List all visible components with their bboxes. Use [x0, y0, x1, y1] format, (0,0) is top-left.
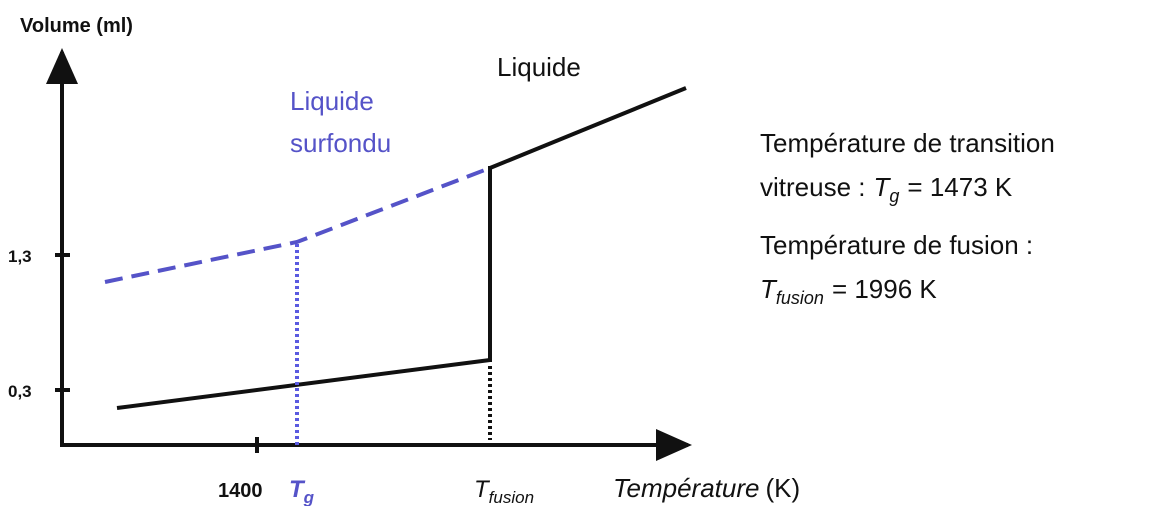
- note-value: = 1996 K: [832, 274, 937, 304]
- supercooled-label: Liquide: [290, 86, 374, 116]
- y-title: Volume (ml): [20, 15, 133, 37]
- x-title-name: Température: [613, 473, 759, 503]
- note-line: Température de fusion :: [760, 230, 1033, 260]
- note-line: Température de transition: [760, 128, 1055, 158]
- symbol: T: [874, 172, 892, 202]
- note-line: Tfusion = 1996 K: [760, 274, 937, 308]
- subscript: fusion: [489, 488, 534, 506]
- tfusion-symbol: Tfusion: [474, 476, 534, 506]
- subscript: g: [889, 186, 899, 206]
- symbol: T: [289, 476, 306, 503]
- x-title-unit: (K): [765, 473, 800, 503]
- supercooled-line: [104, 166, 491, 284]
- liquid-label: Liquide: [497, 52, 581, 82]
- y-tick-label: 0,3: [8, 382, 32, 401]
- symbol: T: [474, 476, 491, 503]
- y-tick-label: 1,3: [8, 247, 32, 266]
- x-title: Température (K): [613, 473, 800, 503]
- liquid-line: [489, 86, 687, 170]
- tg-symbol: Tg: [289, 476, 315, 506]
- subscript: fusion: [776, 288, 824, 308]
- note-value: = 1473 K: [907, 172, 1012, 202]
- solid-line: [116, 358, 491, 410]
- symbol: T: [760, 274, 778, 304]
- note-text: vitreuse :: [760, 172, 866, 202]
- note-line: vitreuse : Tg = 1473 K: [760, 172, 1013, 206]
- x-tick-label: 1400: [218, 480, 263, 502]
- subscript: g: [303, 488, 315, 506]
- supercooled-label: surfondu: [290, 128, 391, 158]
